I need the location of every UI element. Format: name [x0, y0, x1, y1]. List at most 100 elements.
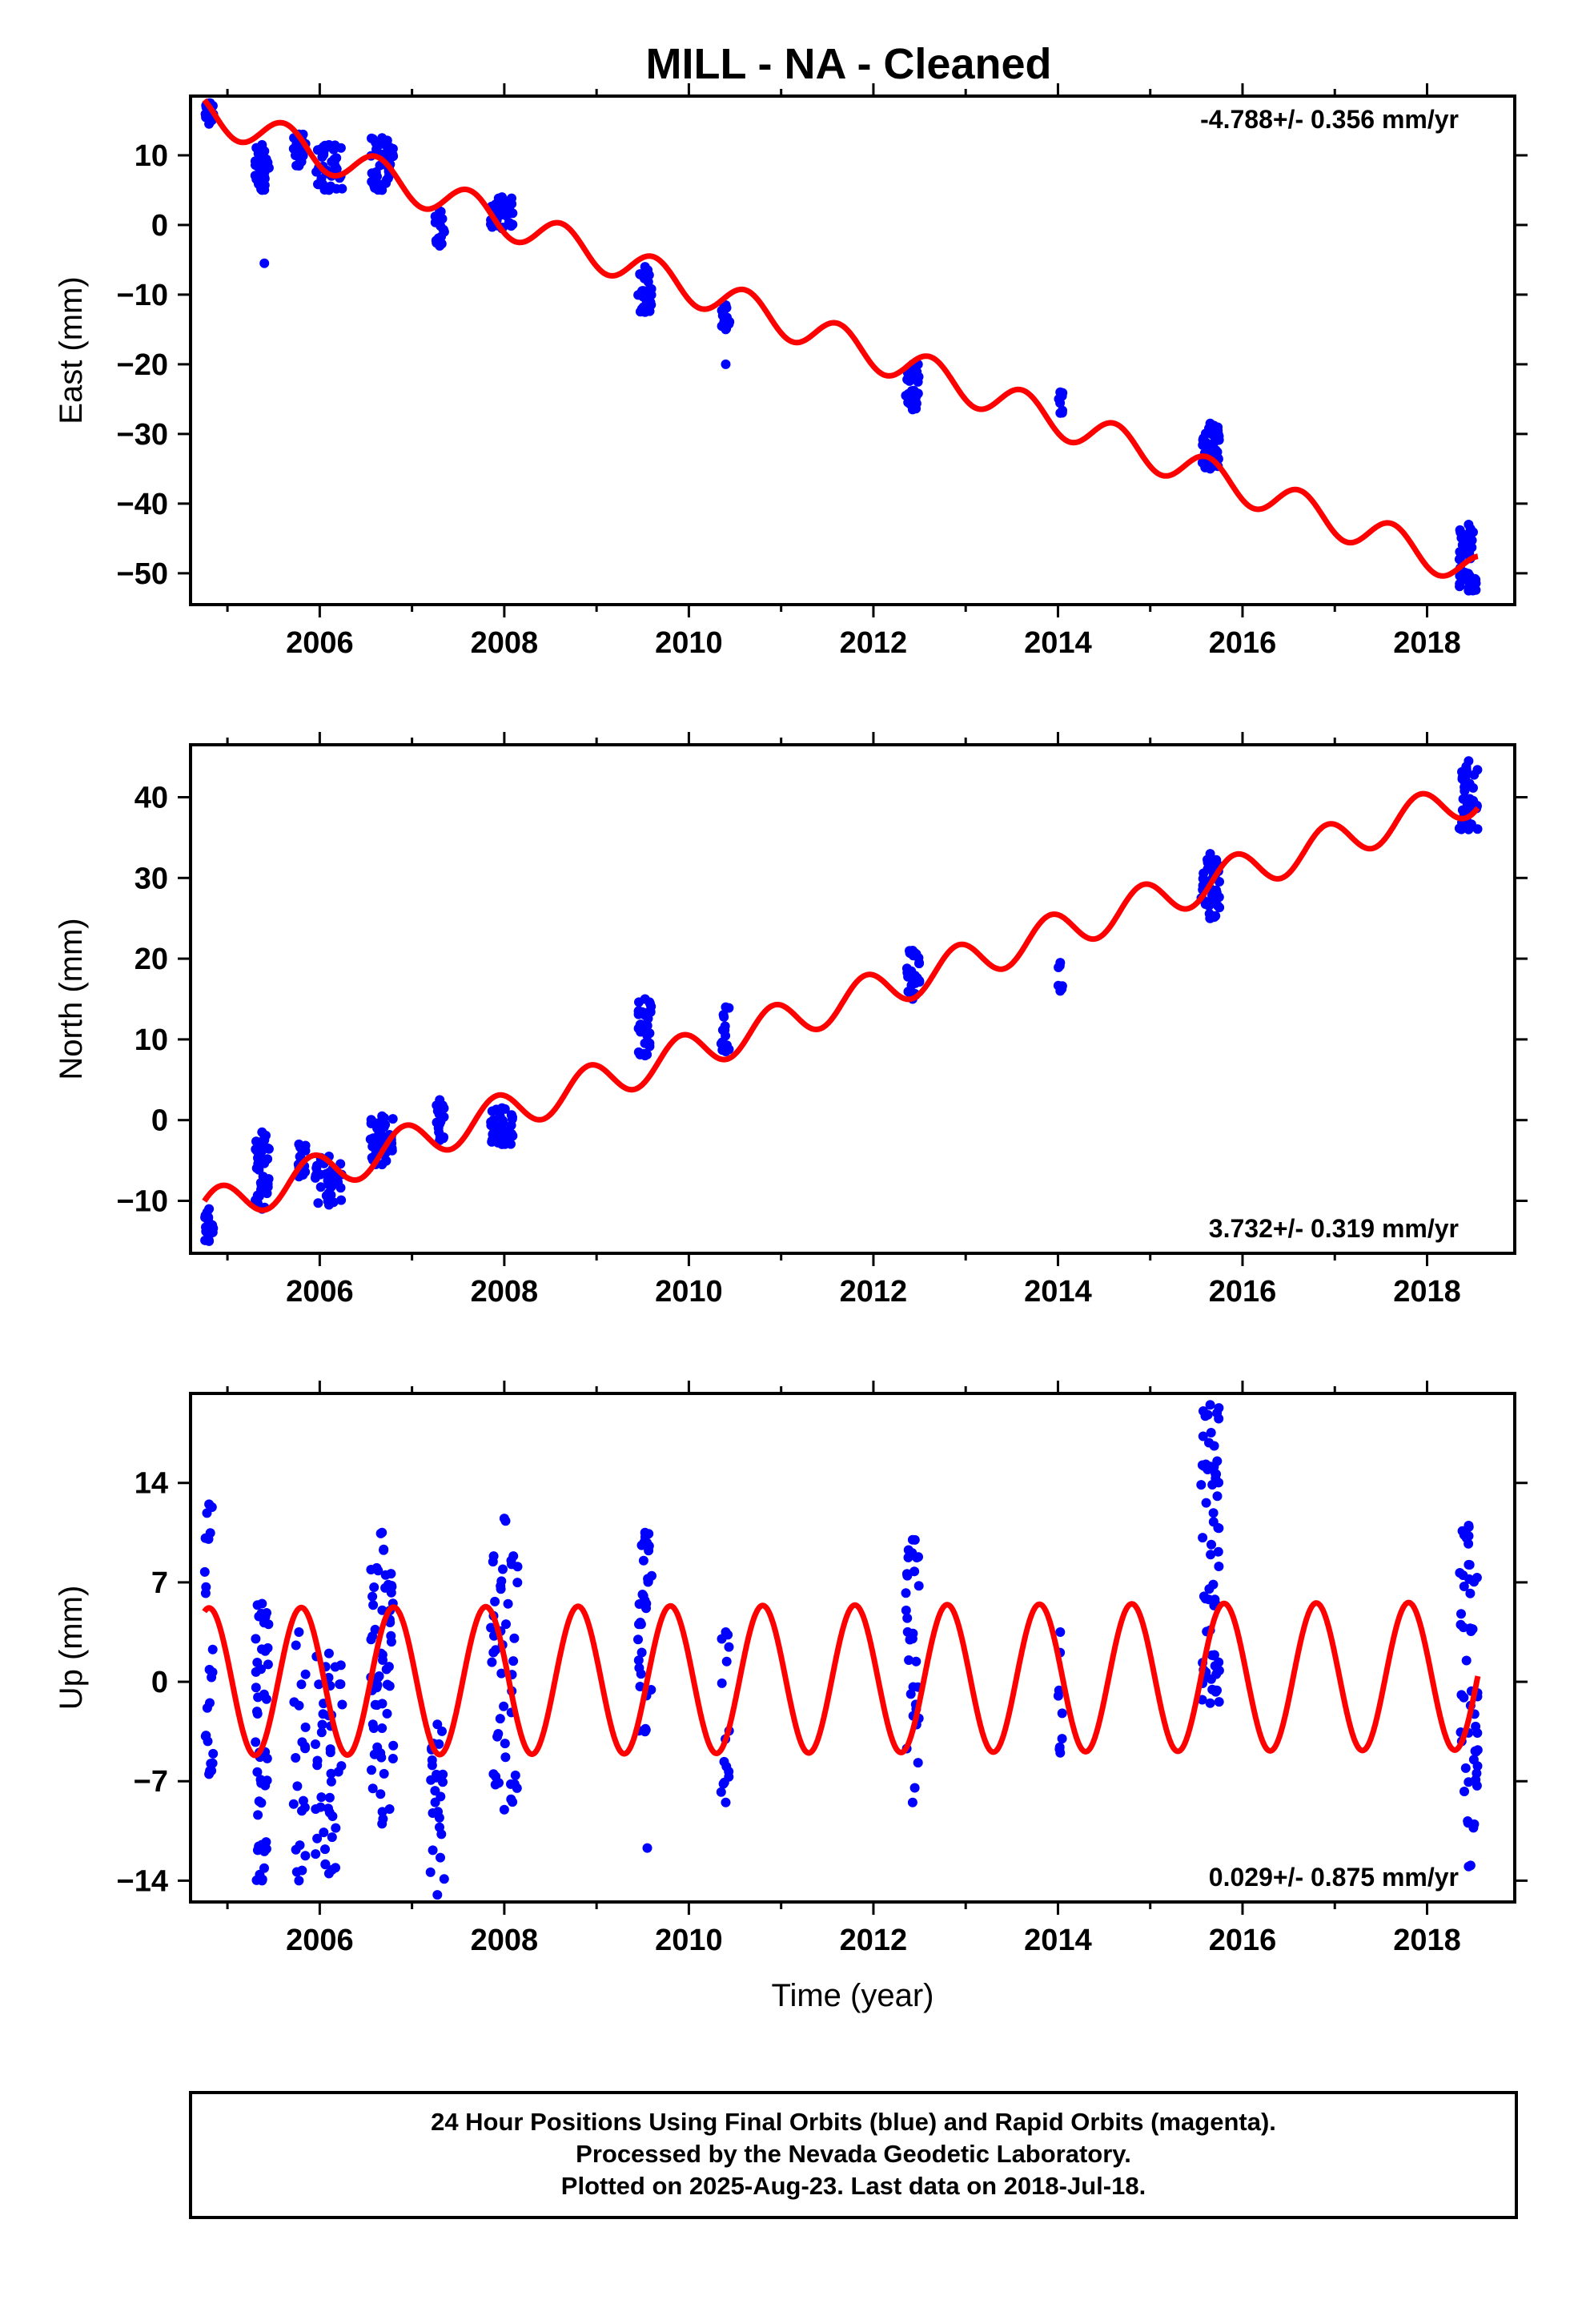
data-point — [717, 1678, 727, 1688]
data-point — [1204, 1584, 1215, 1594]
data-point — [1212, 1408, 1223, 1418]
data-point — [432, 1890, 443, 1900]
data-point — [388, 1740, 399, 1751]
data-point — [490, 1596, 500, 1606]
data-point — [633, 1655, 644, 1666]
data-point — [314, 1679, 324, 1690]
data-point — [1055, 408, 1066, 418]
data-point — [721, 1797, 731, 1807]
y-tick-label: −10 — [117, 279, 168, 312]
x-tick-label: 2006 — [286, 1924, 354, 1957]
data-point — [251, 1683, 261, 1693]
data-point — [367, 1141, 378, 1152]
data-point — [256, 1184, 266, 1195]
data-point — [263, 1659, 273, 1670]
data-point — [316, 1727, 327, 1738]
data-point — [1214, 1523, 1224, 1534]
data-point — [635, 1682, 645, 1691]
data-point — [370, 1699, 380, 1710]
y-tick-label: 7 — [151, 1566, 168, 1600]
data-point — [324, 1792, 335, 1803]
x-tick-label: 2012 — [840, 626, 908, 660]
data-point — [1205, 1400, 1215, 1410]
data-point — [507, 193, 516, 203]
data-point — [387, 1114, 398, 1124]
plot-area — [200, 98, 1481, 596]
data-point — [1472, 1728, 1483, 1738]
data-point — [901, 1588, 911, 1598]
data-point — [1465, 1588, 1476, 1598]
data-point — [1208, 1508, 1219, 1518]
data-point — [439, 1874, 449, 1884]
data-point — [633, 1634, 643, 1645]
data-point — [251, 1667, 261, 1677]
data-point — [337, 183, 347, 194]
data-point — [1472, 765, 1483, 775]
data-point — [719, 1756, 729, 1767]
plot-frame — [189, 743, 1516, 1255]
data-point — [1464, 1559, 1474, 1570]
data-point — [311, 1849, 321, 1860]
data-point — [331, 1863, 340, 1873]
data-point — [508, 219, 518, 230]
data-point — [647, 1570, 656, 1581]
y-tick-label: −30 — [117, 418, 168, 452]
data-point — [327, 1173, 337, 1183]
data-point — [386, 1569, 396, 1579]
x-tick-label: 2016 — [1209, 1924, 1277, 1957]
data-point — [1205, 418, 1215, 428]
data-point — [319, 1827, 329, 1838]
data-point — [431, 1772, 441, 1783]
data-point — [204, 1236, 215, 1246]
data-point — [912, 1553, 922, 1562]
data-point — [498, 1564, 508, 1574]
data-point — [1460, 1763, 1471, 1773]
data-point — [251, 1634, 261, 1644]
x-tick-label: 2008 — [471, 626, 539, 660]
data-point — [257, 1876, 267, 1886]
data-point — [207, 1672, 217, 1683]
data-point — [494, 210, 504, 220]
data-point — [317, 1719, 327, 1730]
data-point — [377, 1819, 387, 1829]
data-point — [495, 1714, 505, 1724]
data-point — [716, 1787, 726, 1797]
data-point — [1055, 1747, 1066, 1758]
data-point — [508, 1656, 519, 1667]
data-point — [375, 1789, 386, 1799]
data-point — [490, 1779, 500, 1790]
data-point — [496, 1584, 506, 1594]
data-point — [377, 1807, 387, 1817]
data-point — [913, 1758, 923, 1768]
data-point — [509, 1633, 520, 1643]
data-point — [1055, 387, 1066, 397]
data-point — [425, 1867, 436, 1877]
x-tick-label: 2012 — [840, 1924, 908, 1957]
data-point — [639, 1537, 649, 1547]
data-point — [252, 1658, 263, 1667]
data-point — [257, 185, 267, 195]
data-point — [644, 1546, 654, 1556]
data-point — [640, 994, 650, 1004]
data-point — [488, 1557, 498, 1567]
data-point — [377, 1527, 387, 1538]
data-point — [372, 1742, 383, 1752]
data-point — [508, 1797, 518, 1807]
y-tick-label: 14 — [135, 1467, 168, 1501]
y-tick-label: −50 — [117, 557, 168, 591]
data-point — [903, 1545, 913, 1555]
y-tick-label: 30 — [135, 862, 168, 895]
data-point — [374, 1671, 384, 1681]
y-tick-label: −7 — [134, 1765, 168, 1799]
data-point — [1468, 1823, 1479, 1833]
data-point — [1464, 1861, 1474, 1872]
data-point — [432, 1719, 443, 1730]
data-point — [1210, 1594, 1220, 1605]
data-point — [311, 167, 322, 177]
data-point — [253, 1139, 263, 1149]
data-point — [291, 1753, 301, 1763]
data-point — [904, 1655, 914, 1665]
data-point — [907, 372, 917, 382]
data-point — [206, 1759, 216, 1769]
data-point — [254, 1164, 264, 1175]
